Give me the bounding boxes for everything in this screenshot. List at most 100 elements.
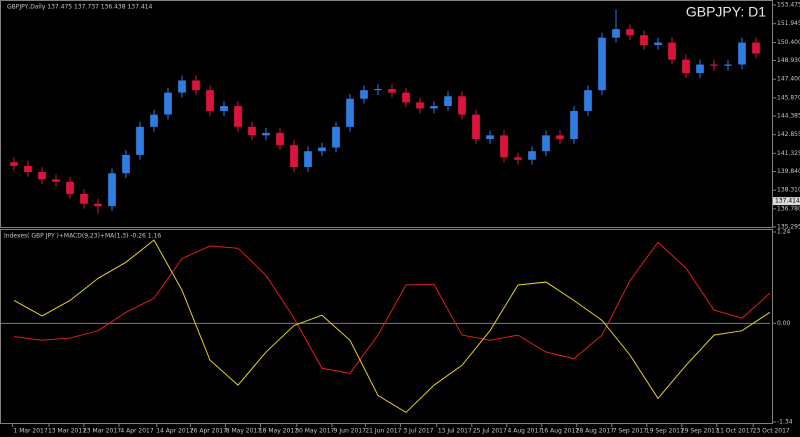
y-tick-label: 136.780 [777,205,800,212]
x-tick-label: 18 May 2017 [259,428,298,435]
candle-body [234,106,242,127]
candle-body [430,106,438,109]
y-tick-label: -1.34 [777,419,793,426]
x-tick-label: 9 Jun 2017 [334,428,366,435]
candle-body [640,35,648,45]
y-tick-label: 150.400 [777,39,800,46]
candle-body [500,135,508,158]
indicator-line [13,241,771,374]
x-tick-label: 13 Jul 2017 [438,428,472,435]
candle-body [388,88,396,93]
candle-body [276,132,284,146]
candle-body [570,110,578,140]
y-tick-label: 153.475 [777,2,800,9]
x-tick-label: 7 Sep 2017 [613,428,647,435]
candle-body [206,90,214,111]
candle-body [556,135,564,140]
candle-body [262,132,270,136]
candle-body [528,151,536,160]
candle-body [612,29,620,38]
last-price-label: 137.414 [775,198,800,205]
candle-body [738,42,746,65]
indicator-pane-frame [0,229,773,424]
candle-body [24,165,32,172]
x-tick-label: 21 Jun 2017 [365,428,401,435]
candle-body [94,203,102,207]
candle-body [178,80,186,93]
y-tick-label: 145.870 [777,94,800,101]
x-tick-label: 1 Mar 2017 [13,428,47,435]
x-tick-label: 25 Jul 2017 [473,428,507,435]
candle-body [360,90,368,99]
chart-title: GBPJPY: D1 [686,4,766,20]
candle-body [514,157,522,160]
candle-body [164,92,172,115]
price-pane-frame [0,0,773,228]
y-tick-label: 1.24 [777,229,791,236]
candle-body [332,126,340,148]
candle-body [346,98,354,127]
candle-body [682,59,690,74]
candle-body [136,126,144,155]
candle-body [290,145,298,168]
x-tick-label: 26 Apr 2017 [190,428,227,435]
candle-body [486,135,494,140]
x-tick-label: 16 Aug 2017 [541,428,580,435]
y-tick-label: 148.930 [777,57,800,64]
candle-body [626,29,634,36]
y-tick-label: 139.840 [777,168,800,175]
candle-body [374,88,382,91]
candle-body [248,126,256,136]
candle-body [220,106,228,111]
candle-body [66,181,74,194]
candle-body [416,102,424,109]
candle-body [710,64,718,66]
x-tick-label: 29 Sep 2017 [681,428,719,435]
candle-body [318,147,326,152]
x-tick-label: 11 Oct 2017 [716,428,753,435]
candle-body [752,42,760,54]
x-tick-label: 14 Apr 2017 [156,428,193,435]
y-tick-label: 0.00 [777,320,791,327]
candle-body [52,179,60,182]
candle-body [458,96,466,115]
y-tick-label: 147.400 [777,76,800,83]
candle-body [38,171,46,180]
x-tick-label: 8 May 2017 [226,428,261,435]
y-tick-label: 135.295 [777,224,800,231]
candle-body [598,37,606,91]
y-tick-label: 142.855 [777,131,800,138]
x-tick-label: 4 Aug 2017 [507,428,542,435]
candle-body [724,64,732,66]
candle-body [192,80,200,91]
candle-body [542,135,550,152]
candle-body [80,193,88,204]
x-tick-label: 3 Jul 2017 [403,428,433,435]
candle-body [584,90,592,111]
candle-body [150,114,158,127]
x-tick-label: 4 Apr 2017 [120,428,153,435]
last-price-box [773,197,800,206]
candle-body [122,154,130,174]
candle-body [402,92,410,103]
y-tick-label: 141.325 [777,150,800,157]
candle-body [304,151,312,168]
x-tick-label: 19 Sep 2017 [646,428,684,435]
candle-body [668,42,676,60]
y-tick-label: 144.385 [777,113,800,120]
candle-body [654,42,662,45]
x-tick-label: 23 Mar 2017 [83,428,121,435]
x-tick-label: 28 Aug 2017 [576,428,615,435]
candle-body [108,173,116,207]
indicator-header: Indexes( GBP JPY )+MACD(9,23)+MA(1,3) -0… [4,233,161,240]
price-header: GBPJPY,Daily 137.475 137.737 136.438 137… [7,4,152,11]
indicator-line [13,239,771,414]
x-tick-label: 30 May 2017 [295,428,334,435]
candle-body [10,162,18,166]
candle-body [444,96,452,107]
y-tick-label: 138.310 [777,187,800,194]
y-tick-label: 151.945 [777,20,800,27]
